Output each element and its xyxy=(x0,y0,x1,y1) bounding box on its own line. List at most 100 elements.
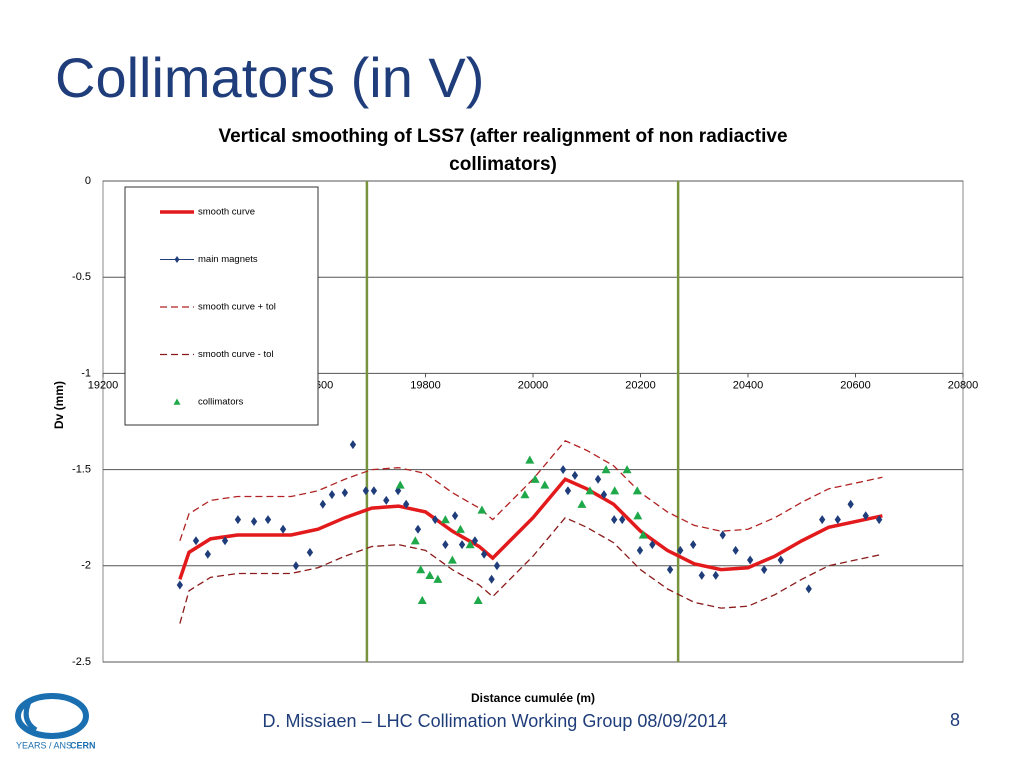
magnet-point xyxy=(847,499,854,509)
magnet-point xyxy=(403,499,410,509)
collimator-point xyxy=(638,530,648,539)
x-tick-label: 20800 xyxy=(948,379,979,391)
magnet-point xyxy=(611,515,618,525)
magnet-point xyxy=(349,440,357,450)
magnet-point xyxy=(234,515,242,525)
magnet-point xyxy=(619,515,626,525)
collimator-point xyxy=(520,490,530,499)
legend-label: collimators xyxy=(198,397,244,408)
magnet-point xyxy=(819,515,826,525)
logo: YEARS / ANS CERN xyxy=(15,693,96,750)
magnet-point xyxy=(649,540,656,550)
magnet-point xyxy=(760,565,768,575)
collimator-point xyxy=(540,480,550,489)
magnet-point xyxy=(493,561,501,571)
magnet-point xyxy=(559,465,567,475)
tolerance-curve xyxy=(179,439,883,541)
collimator-point xyxy=(417,595,427,605)
collimator-point xyxy=(395,480,405,489)
collimator-point xyxy=(433,574,443,583)
x-tick-label: 20000 xyxy=(518,379,549,391)
chart-title: Vertical smoothing of LSS7 (after realig… xyxy=(218,126,787,147)
x-axis-label: Distance cumulée (m) xyxy=(471,691,595,705)
magnet-point xyxy=(264,515,272,525)
collimator-point xyxy=(633,511,643,520)
magnet-point xyxy=(319,499,326,509)
magnet-point xyxy=(690,540,697,550)
collimator-point xyxy=(610,486,620,495)
magnet-point xyxy=(362,486,369,496)
collimator-point xyxy=(477,505,487,514)
x-tick-label: 20600 xyxy=(840,379,871,391)
collimator-point xyxy=(455,524,465,533)
x-tick-label: 20200 xyxy=(625,379,656,391)
magnet-point xyxy=(341,488,349,498)
magnet-point xyxy=(732,545,739,555)
collimator-point xyxy=(425,570,435,580)
collimator-point xyxy=(473,595,483,605)
collimator-point xyxy=(416,565,426,574)
smooth-curve xyxy=(178,477,883,580)
collimator-point xyxy=(410,536,420,545)
magnet-point xyxy=(666,565,674,575)
magnet-point xyxy=(306,547,314,557)
y-axis-label: Dv (mm) xyxy=(52,381,66,429)
magnet-point xyxy=(292,561,300,571)
logo-six xyxy=(23,698,38,733)
legend-label: smooth curve + tol xyxy=(198,302,276,313)
magnet-point xyxy=(564,486,572,496)
magnet-point xyxy=(805,584,812,594)
magnet-point xyxy=(571,470,579,480)
magnet-point xyxy=(834,515,841,525)
legend-swatch xyxy=(173,398,181,405)
legend-swatch xyxy=(174,256,180,263)
magnet-point xyxy=(250,517,258,527)
magnet-point xyxy=(176,580,184,590)
magnet-point xyxy=(432,515,439,525)
legend-label: main magnets xyxy=(198,254,258,265)
footer: D. Missiaen – LHC Collimation Working Gr… xyxy=(263,711,728,731)
magnet-point xyxy=(370,486,378,496)
legend-label: smooth curve - tol xyxy=(198,349,274,360)
magnet-point xyxy=(192,536,200,546)
magnet-point xyxy=(698,570,705,580)
collimator-point xyxy=(447,555,457,564)
y-tick-label: 0 xyxy=(85,175,91,187)
magnet-point xyxy=(488,574,495,584)
magnet-point xyxy=(279,524,287,534)
magnet-point xyxy=(636,545,644,555)
magnet-point xyxy=(442,540,449,550)
legend: smooth curve main magnets smooth curve + t… xyxy=(124,186,319,426)
collimator-point xyxy=(465,540,475,549)
collimator-point xyxy=(525,455,535,464)
x-tick-label: 19800 xyxy=(410,379,441,391)
magnet-point xyxy=(719,530,726,540)
logo-text: YEARS / ANS xyxy=(16,740,72,750)
y-tick-label: -1 xyxy=(81,367,91,379)
magnet-point xyxy=(677,545,684,555)
y-tick-label: -1.5 xyxy=(72,464,91,476)
magnet-point xyxy=(876,515,883,525)
magnet-point xyxy=(471,536,479,546)
magnet-point xyxy=(458,540,466,550)
collimator-point xyxy=(632,486,642,495)
legend-label: smooth curve xyxy=(198,207,255,218)
collimator-point xyxy=(622,465,632,474)
chart-title: collimators) xyxy=(449,154,557,175)
magnet-point xyxy=(328,490,336,500)
collimator-point xyxy=(440,515,450,524)
collimator-point xyxy=(577,499,587,508)
magnet-point xyxy=(451,511,459,521)
magnet-point xyxy=(204,549,211,559)
y-tick-label: -2.5 xyxy=(72,656,91,668)
magnet-point xyxy=(712,570,719,580)
magnet-point xyxy=(600,490,608,500)
slide-title: Collimators (in V) xyxy=(55,46,484,109)
x-tick-label: 20400 xyxy=(733,379,764,391)
logo-text: CERN xyxy=(70,740,96,750)
magnet-point xyxy=(480,549,488,559)
legend-box xyxy=(124,186,319,426)
y-tick-label: -2 xyxy=(81,560,91,572)
x-tick-label: 19200 xyxy=(88,379,119,391)
